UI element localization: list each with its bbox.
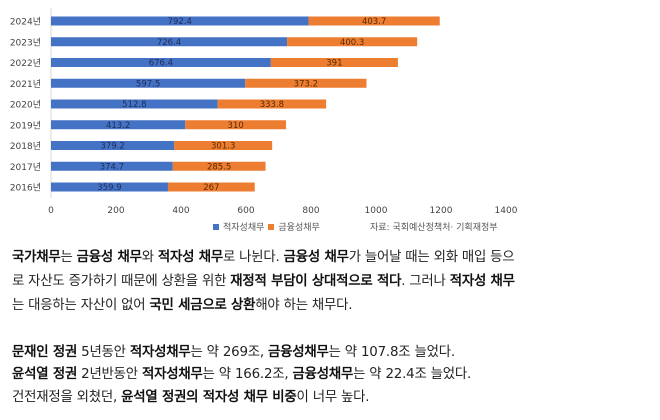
text-segment: 건전재정을 외쳤던, xyxy=(12,390,122,405)
data-label: 400.3 xyxy=(340,38,364,48)
bold-text: 금융성채무 xyxy=(268,345,329,360)
bold-text: 금융성 채무 xyxy=(76,250,142,265)
legend-label-financial: 금융성채무 xyxy=(278,223,320,233)
data-label: 310 xyxy=(228,121,244,131)
text-segment: 해야 하는 채무다. xyxy=(255,298,353,313)
bar-segment-financial xyxy=(174,141,273,150)
bar-segment-financial xyxy=(287,37,418,47)
text-segment: 2년반동안 xyxy=(77,367,142,382)
x-tick-label: 1000 xyxy=(365,206,388,216)
source-note: 자료: 국회예산정책처· 기획재정부 xyxy=(370,223,498,233)
text-line: 는 대응하는 자산이 없어 국민 세금으로 상환해야 하는 채무다. xyxy=(12,293,353,313)
category-label: 2017년 xyxy=(10,162,41,173)
bold-text: 문재인 정권 xyxy=(12,345,78,360)
data-label: 301.3 xyxy=(211,142,235,152)
text-segment: 는 약 22.4조 늘었다. xyxy=(353,367,472,382)
data-label: 333.8 xyxy=(260,100,284,110)
text-segment: 는 대응하는 자산이 없어 xyxy=(12,298,150,313)
bar-segment-financial xyxy=(245,78,367,88)
bold-text: 윤석열 정권 xyxy=(12,367,78,382)
text-line: 로 자산도 증가하기 때문에 상환을 위한 재정적 부담이 상대적으로 적다. … xyxy=(12,269,515,289)
category-label: 2016년 xyxy=(10,183,41,194)
data-label: 597.5 xyxy=(136,79,160,89)
text-line: 국가채무는 금융성 채무와 적자성 채무로 나뉜다. 금융성 채무가 늘어날 때… xyxy=(12,245,515,265)
data-label: 267 xyxy=(203,183,219,193)
text-segment: 는 약 166.2조, xyxy=(202,367,293,382)
bar-segment-financial xyxy=(308,16,440,26)
bar-segment-deficit xyxy=(51,37,288,47)
bold-text: 윤석열 정권의 적자성 채무 비중 xyxy=(121,390,297,405)
bar-segment-deficit xyxy=(51,141,175,150)
bold-text: 적자성채무 xyxy=(129,345,191,360)
bar-segment-financial xyxy=(172,161,266,171)
data-label: 512.8 xyxy=(122,100,146,110)
data-label: 373.2 xyxy=(294,79,318,89)
x-tick-label: 600 xyxy=(237,206,254,216)
bar-segment-deficit xyxy=(51,182,168,192)
data-label: 285.5 xyxy=(207,162,231,172)
text-segment: 와 xyxy=(141,250,158,265)
bold-text: 재정적 부담이 상대적으로 적다 xyxy=(230,274,402,289)
bold-text: 국가채무 xyxy=(12,250,61,265)
legend-swatch-financial xyxy=(268,223,275,230)
text-line: 윤석열 정권 2년반동안 적자성채무는 약 166.2조, 금융성채무는 약 2… xyxy=(12,362,471,382)
data-label: 676.4 xyxy=(149,59,173,69)
bold-text: 금융성채무 xyxy=(292,367,354,382)
bar-segment-financial xyxy=(270,58,398,67)
data-label: 379.2 xyxy=(100,142,124,152)
data-label: 726.4 xyxy=(157,38,181,48)
category-label: 2020년 xyxy=(10,100,41,111)
bar-segment-deficit xyxy=(51,16,309,26)
data-label: 359.9 xyxy=(97,183,121,193)
legend-swatch-deficit xyxy=(213,223,219,230)
text-segment: 로 나뉜다. xyxy=(222,250,284,265)
text-line: 건전재정을 외쳤던, 윤석열 정권의 적자성 채무 비중이 너무 높다. xyxy=(12,385,370,405)
bar-segment-deficit xyxy=(51,78,246,88)
x-tick-label: 0 xyxy=(48,206,54,216)
category-label: 2021년 xyxy=(10,79,41,90)
data-label: 792.4 xyxy=(168,17,192,27)
bold-text: 금융성 채무 xyxy=(283,250,349,265)
category-label: 2019년 xyxy=(10,120,41,131)
bar-segment-financial xyxy=(217,99,327,109)
text-line: 문재인 정권 5년동안 적자성채무는 약 269조, 금융성채무는 약 107.… xyxy=(12,340,455,360)
bold-text: 적자성 채무 xyxy=(449,274,515,289)
text-segment: 는 약 269조, xyxy=(190,345,269,360)
x-tick-label: 1400 xyxy=(495,206,518,216)
legend-label-deficit: 적자성채무 xyxy=(223,223,265,233)
bar-segment-deficit xyxy=(51,161,173,171)
text-segment: 가 늘어날 때는 외화 매입 등으 xyxy=(348,250,515,265)
bar-segment-deficit xyxy=(51,99,218,109)
data-label: 391 xyxy=(326,59,342,69)
text-segment: 5년동안 xyxy=(77,345,130,360)
category-label: 2024년 xyxy=(10,17,41,28)
bar-segment-financial xyxy=(167,182,255,192)
text-segment: 는 약 107.8조 늘었다. xyxy=(328,345,455,360)
x-tick-label: 400 xyxy=(172,206,189,216)
text-segment: 이 너무 높다. xyxy=(296,390,370,405)
x-tick-label: 200 xyxy=(107,206,124,216)
bold-text: 적자성채무 xyxy=(141,367,203,382)
text-segment: 로 자산도 증가하기 때문에 상환을 위한 xyxy=(12,274,231,289)
data-label: 403.7 xyxy=(362,17,386,27)
x-tick-label: 1200 xyxy=(430,206,453,216)
bold-text: 적자성 채무 xyxy=(157,250,223,265)
text-segment: 는 xyxy=(60,250,77,265)
stacked-bar-chart: 2024년 792.4 403.7 2023년 726.4 400.3 2022년 676.4… xyxy=(10,8,518,216)
category-label: 2018년 xyxy=(10,141,41,152)
bar-segment-deficit xyxy=(51,58,271,67)
category-label: 2023년 xyxy=(10,37,41,48)
data-label: 374.7 xyxy=(100,162,124,172)
x-tick-label: 800 xyxy=(302,206,319,216)
data-label: 413.2 xyxy=(106,121,130,131)
bar-segment-deficit xyxy=(51,120,186,130)
bar-segment-financial xyxy=(185,120,287,130)
text-segment: . 그러나 xyxy=(401,274,450,289)
legend: 적자성채무 금융성채무 xyxy=(213,220,320,233)
category-label: 2022년 xyxy=(10,58,41,69)
bold-text: 국민 세금으로 상환 xyxy=(149,298,256,313)
